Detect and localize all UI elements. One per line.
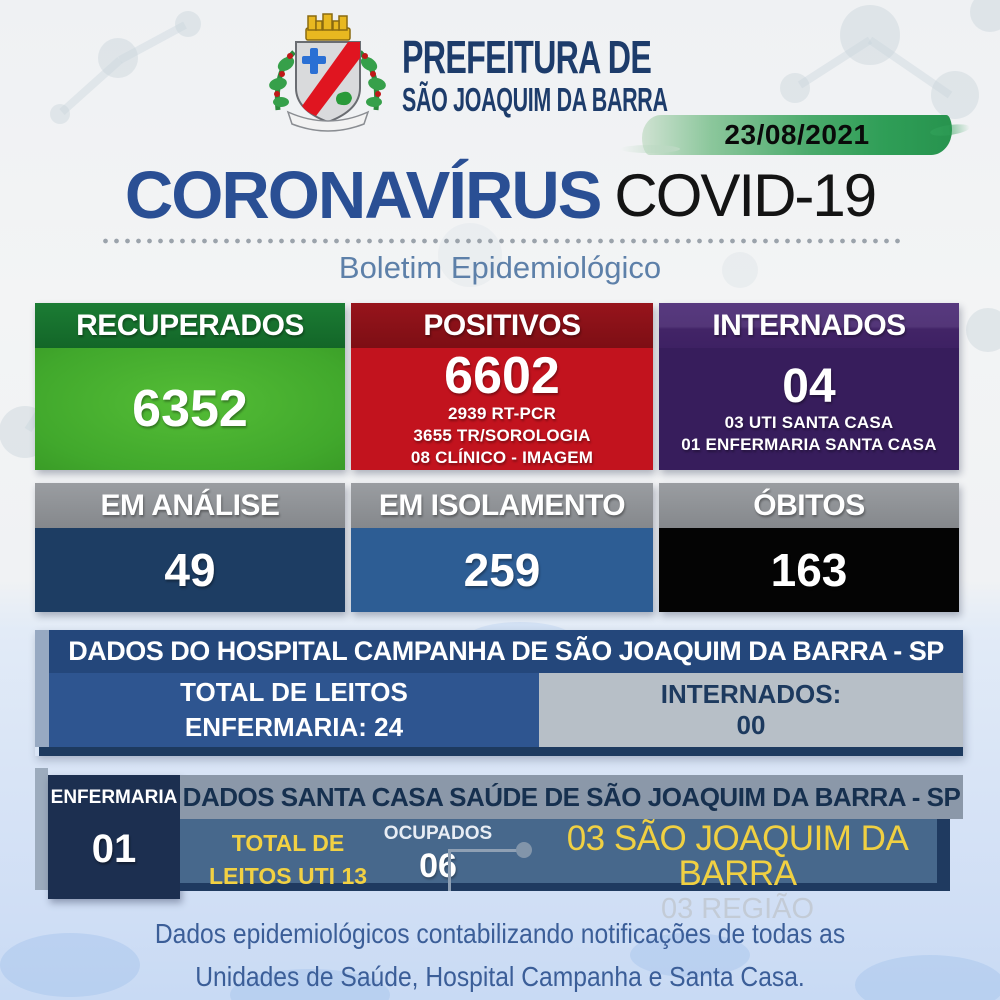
card-obitos-label: ÓBITOS [659, 483, 959, 528]
hospital-campanha-title: DADOS DO HOSPITAL CAMPANHA DE SÃO JOAQUI… [49, 630, 963, 673]
stats-row-1: RECUPERADOS 6352 POSITIVOS 6602 2939 RT-… [35, 303, 963, 470]
card-positivos: POSITIVOS 6602 2939 RT-PCR 3655 TR/SOROL… [351, 303, 653, 470]
origin-city-count: 03 SÃO JOAQUIM DA BARRA [566, 819, 909, 893]
date-ribbon: 23/08/2021 [620, 115, 952, 155]
connector-dot [516, 842, 532, 858]
santa-casa-section: ENFERMARIA 01 DADOS SANTA CASA SAÚDE DE … [35, 768, 963, 924]
hospital-campanha-section: DADOS DO HOSPITAL CAMPANHA DE SÃO JOAQUI… [35, 630, 963, 756]
hospital-internados-label: INTERNADOS: [660, 678, 842, 709]
santa-casa-enfermaria-value: 01 [91, 827, 137, 871]
card-recuperados: RECUPERADOS 6352 [35, 303, 345, 470]
card-internados-detail-uti: 03 UTI SANTA CASA [724, 413, 894, 433]
card-obitos-value: 163 [770, 544, 848, 596]
connector-line-horizontal [448, 849, 520, 852]
card-internados-detail-enfermaria: 01 ENFERMARIA SANTA CASA [681, 435, 937, 455]
card-positivos-detail-rtpcr: 2939 RT-PCR [447, 404, 557, 424]
card-em-isolamento: EM ISOLAMENTO 259 [351, 483, 653, 612]
organization-name: PREFEITURA DE SÃO JOAQUIM DA BARRA [402, 34, 811, 118]
title-coronavirus: CORONAVÍRUS [124, 157, 603, 233]
santa-casa-uti-block: TOTAL DE LEITOS UTI 13 [198, 827, 378, 894]
santa-casa-origin-block: 03 SÃO JOAQUIM DA BARRA 03 REGIÃO [535, 821, 940, 924]
hospital-internados-value: 00 [736, 710, 766, 740]
santa-casa-uti-line2: LEITOS UTI 13 [208, 863, 368, 890]
footer-note: Dados epidemiológicos contabilizando not… [60, 912, 940, 999]
card-em-analise-label: EM ANÁLISE [35, 483, 345, 528]
card-internados: INTERNADOS 04 03 UTI SANTA CASA 01 ENFER… [659, 303, 959, 470]
dotted-separator [100, 238, 900, 244]
card-positivos-detail-sorologia: 3655 TR/SOROLOGIA [413, 426, 591, 446]
card-em-analise-value: 49 [164, 544, 216, 596]
santa-casa-enfermaria-label: ENFERMARIA [50, 787, 178, 808]
stats-row-2: EM ANÁLISE 49 EM ISOLAMENTO 259 ÓBITOS 1… [35, 483, 963, 612]
card-positivos-detail-clinico: 08 CLÍNICO - IMAGEM [410, 448, 594, 468]
santa-casa-ocupados-label: OCUPADOS [383, 823, 493, 844]
santa-casa-body: TOTAL DE LEITOS UTI 13 OCUPADOS 06 03 SÃ… [180, 819, 950, 924]
bulletin-date: 23/08/2021 [724, 119, 870, 150]
card-em-analise: EM ANÁLISE 49 [35, 483, 345, 612]
santa-casa-ocupados-value: 06 [419, 847, 457, 885]
hospital-leitos-line2: ENFERMARIA: 24 [184, 712, 404, 742]
santa-casa-enfermaria-cell: ENFERMARIA 01 [48, 775, 180, 899]
city-coat-of-arms-icon [256, 12, 398, 134]
hospital-section-bevel [35, 630, 49, 747]
card-recuperados-label: RECUPERADOS [35, 303, 345, 348]
card-internados-label: INTERNADOS [659, 303, 959, 348]
card-em-isolamento-label: EM ISOLAMENTO [351, 483, 653, 528]
org-name-line1: PREFEITURA DE [402, 31, 652, 83]
card-positivos-label: POSITIVOS [351, 303, 653, 348]
santa-casa-section-bevel [35, 768, 48, 890]
title-covid19: COVID-19 [614, 161, 877, 229]
santa-casa-ocupados-block: OCUPADOS 06 [378, 823, 498, 886]
hospital-section-bottom-strip [39, 747, 963, 756]
page-title: CORONAVÍRUS COVID-19 [0, 156, 1000, 234]
connector-line-vertical [448, 850, 451, 891]
santa-casa-uti-line1: TOTAL DE [231, 830, 345, 856]
card-obitos: ÓBITOS 163 [659, 483, 959, 612]
org-name-line2: SÃO JOAQUIM DA BARRA [402, 81, 668, 118]
card-em-isolamento-value: 259 [463, 544, 541, 596]
footer-note-line1: Dados epidemiológicos contabilizando not… [154, 918, 846, 949]
santa-casa-title: DADOS SANTA CASA SAÚDE DE SÃO JOAQUIM DA… [180, 775, 963, 819]
footer-note-line2: Unidades de Saúde, Hospital Campanha e S… [195, 961, 805, 993]
hospital-internados-cell: INTERNADOS: 00 [539, 673, 963, 747]
card-recuperados-value: 6352 [132, 379, 248, 438]
hospital-leitos-cell: TOTAL DE LEITOS ENFERMARIA: 24 [49, 673, 539, 747]
bulletin-subtitle: Boletim Epidemiológico [338, 250, 662, 285]
origin-region-count: 03 REGIÃO [660, 893, 815, 925]
hospital-leitos-line1: TOTAL DE LEITOS [180, 676, 408, 707]
card-internados-value: 04 [782, 359, 836, 413]
card-positivos-value: 6602 [444, 346, 560, 405]
